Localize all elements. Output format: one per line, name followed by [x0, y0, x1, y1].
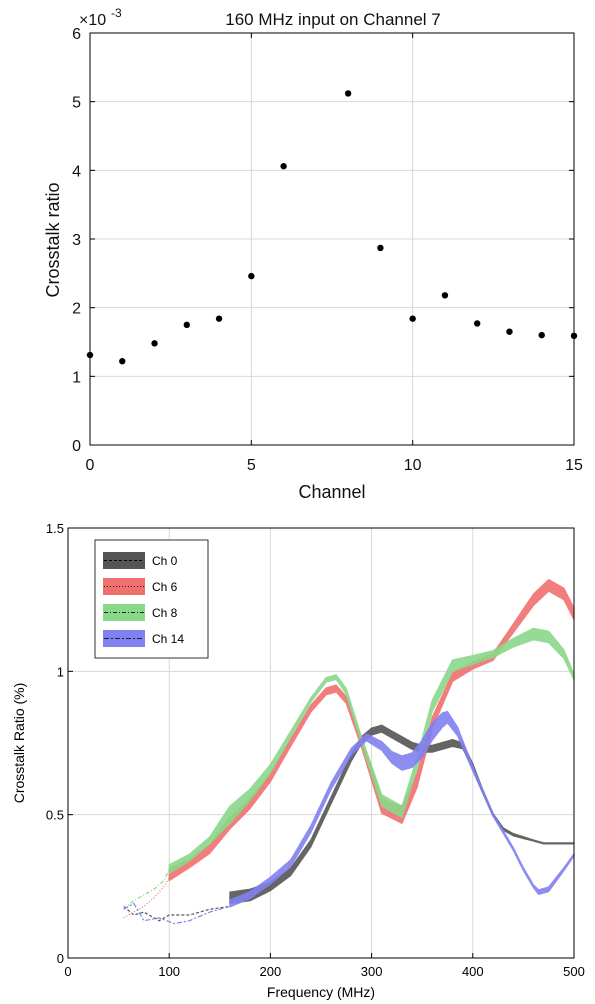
c2-x-tick-label: 400: [462, 964, 484, 979]
c1-y-multiplier: ×10: [79, 12, 106, 29]
c1-y-axis-label: Crosstalk ratio: [43, 182, 63, 297]
c1-x-axis-label: Channel: [298, 482, 365, 502]
c2-y-tick-label: 0.5: [46, 808, 64, 823]
c2-legend-label: Ch 0: [152, 554, 178, 568]
c1-y-tick-label: 1: [72, 369, 81, 386]
c2-series-ch-8: [123, 627, 575, 910]
c2-plot-frame: [67, 527, 575, 959]
crosstalk-channel-scatter-chart: 0 5 10 15 0 1 2 3 4 5 6 ×10 -3 160 MHz input on Ch…: [43, 6, 583, 502]
c1-y-multiplier-exponent: -3: [111, 6, 122, 20]
c1-y-tick-label: 4: [72, 163, 81, 180]
c1-data-point: [119, 358, 126, 365]
c1-y-tick-label: 3: [72, 232, 81, 249]
c2-legend-label: Ch 8: [152, 606, 178, 620]
c2-legend-label: Ch 14: [152, 632, 184, 646]
c1-y-tick-label: 2: [72, 301, 81, 318]
c1-title: 160 MHz input on Channel 7: [225, 10, 440, 29]
c2-x-tick-label: 0: [64, 964, 71, 979]
c1-grid: [90, 33, 574, 445]
c1-data-point: [248, 272, 255, 280]
c1-data-point: [441, 292, 449, 299]
c2-x-tick-label: 300: [361, 964, 383, 979]
c1-ticks: 0 5 10 15 0 1 2 3 4 5 6: [72, 26, 583, 474]
c2-series-dashed-line: [123, 877, 170, 919]
c1-x-tick-label: 5: [247, 457, 256, 474]
c2-series-dashed-line: [123, 905, 230, 922]
c2-series-dashed-line: [123, 868, 170, 910]
c1-data-point: [183, 321, 190, 329]
c1-x-tick-label: 10: [404, 457, 422, 474]
c2-series-ch-14: [123, 710, 575, 925]
c1-data-point: [570, 332, 578, 340]
c2-legend: Ch 0 Ch 6 Ch 8 Ch 14: [94, 539, 209, 659]
c2-legend-swatch: [103, 578, 145, 595]
c1-data-point: [344, 90, 352, 97]
c1-data-point: [215, 315, 223, 322]
c1-y-tick-label: 5: [72, 95, 81, 112]
c1-data-point: [409, 315, 416, 322]
c2-x-tick-label: 200: [260, 964, 282, 979]
c1-data-point: [474, 320, 481, 327]
c1-x-tick-label: 15: [565, 457, 583, 474]
c1-data-point: [280, 163, 287, 170]
c2-x-tick-label: 500: [563, 964, 585, 979]
c2-ticks: 0 100 200 300 400 500 0 0.5 1 1.5: [46, 521, 585, 979]
c1-x-tick-label: 0: [86, 457, 95, 474]
c2-x-tick-label: 100: [158, 964, 180, 979]
c1-data-point: [86, 351, 94, 359]
c2-series-dashed-line: [123, 902, 231, 925]
c1-data-point: [377, 244, 384, 252]
c2-x-axis-label: Frequency (MHz): [267, 984, 375, 1000]
c1-data-point: [506, 328, 513, 335]
c2-legend-label: Ch 6: [152, 580, 178, 594]
c2-y-tick-label: 1.5: [46, 521, 64, 536]
c2-y-tick-label: 1: [57, 664, 64, 679]
c1-y-tick-label: 0: [72, 438, 81, 455]
c1-data-point: [151, 340, 158, 347]
c1-y-tick-label: 6: [72, 26, 81, 43]
c2-y-axis-label: Crosstalk Ratio (%): [11, 683, 27, 804]
c1-points: [86, 90, 578, 365]
c2-y-tick-label: 0: [57, 951, 64, 966]
c1-data-point: [538, 331, 545, 339]
